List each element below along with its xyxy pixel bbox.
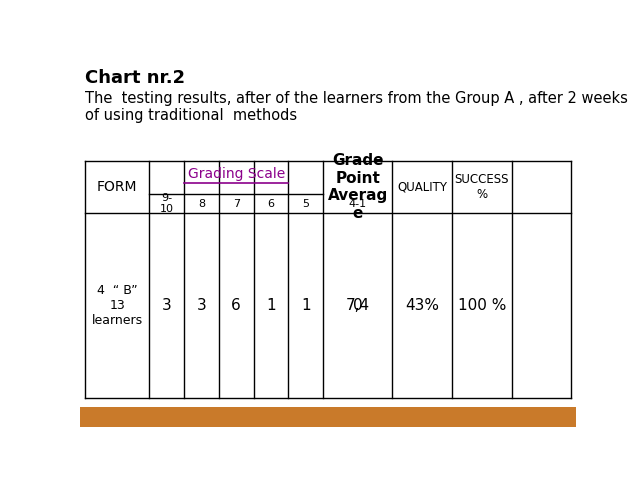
Text: 6: 6 — [232, 298, 241, 313]
Text: 6: 6 — [268, 199, 275, 209]
Text: 1: 1 — [266, 298, 276, 313]
Text: 100 %: 100 % — [458, 298, 506, 313]
Text: 5: 5 — [302, 199, 309, 209]
Text: The  testing results, after of the learners from the Group A , after 2 weeks
of : The testing results, after of the learne… — [85, 91, 628, 123]
Text: 3: 3 — [162, 298, 172, 313]
Text: 7: 7 — [233, 199, 240, 209]
Text: 0: 0 — [353, 298, 363, 313]
Text: 1: 1 — [301, 298, 310, 313]
Text: QUALITY: QUALITY — [397, 180, 447, 193]
Text: SUCCESS
%: SUCCESS % — [454, 173, 509, 201]
FancyBboxPatch shape — [80, 407, 576, 427]
Text: 8: 8 — [198, 199, 205, 209]
Text: FORM: FORM — [97, 180, 138, 194]
Text: 7,4: 7,4 — [346, 298, 370, 313]
Text: 4-1: 4-1 — [349, 199, 367, 209]
Text: 43%: 43% — [405, 298, 439, 313]
Text: Grade
Point
Averag
e: Grade Point Averag e — [328, 154, 388, 221]
Text: 3: 3 — [196, 298, 206, 313]
Text: 4  “ B”
13
learners: 4 “ B” 13 learners — [92, 284, 143, 327]
Text: 9-
10: 9- 10 — [160, 193, 174, 215]
Text: Grading Scale: Grading Scale — [188, 167, 285, 181]
Text: Chart nr.2: Chart nr.2 — [85, 69, 185, 87]
